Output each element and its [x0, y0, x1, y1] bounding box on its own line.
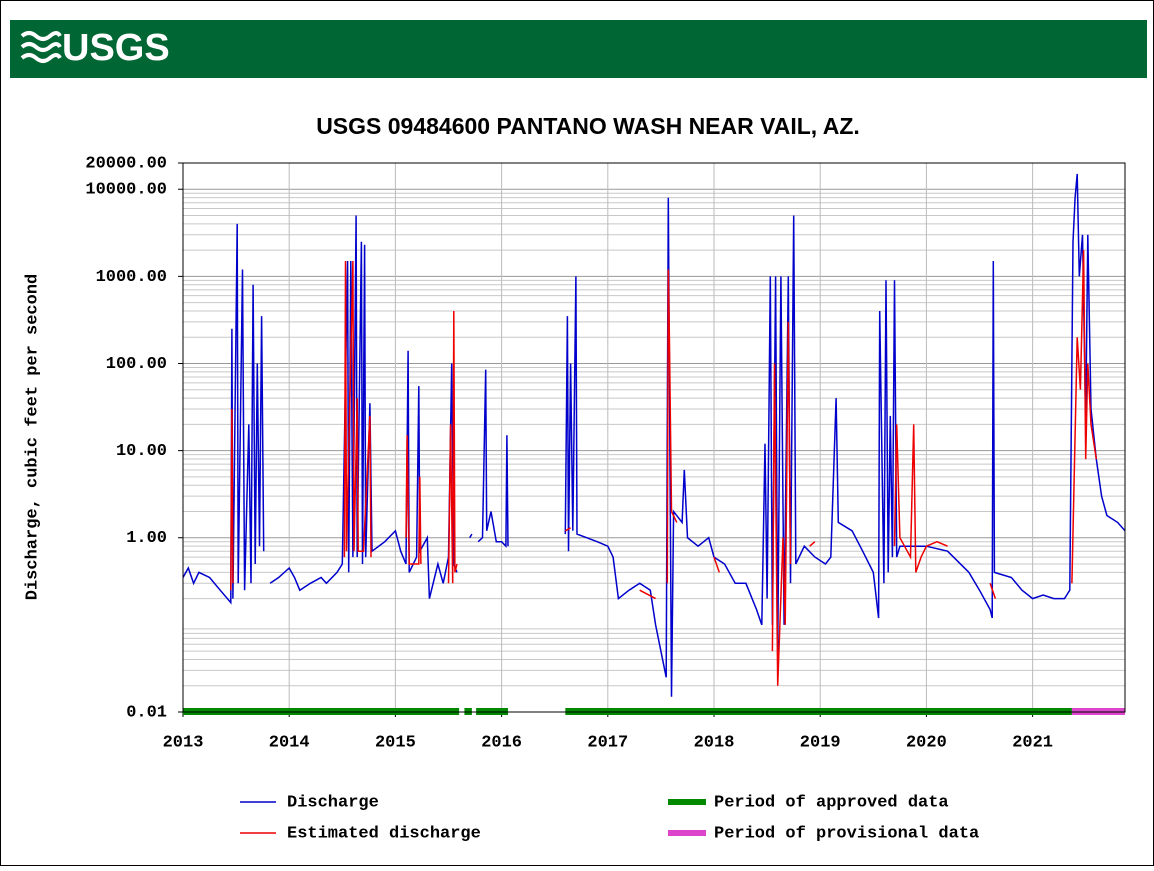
x-tick-label: 2015 — [375, 733, 416, 752]
x-tick-label: 2020 — [906, 733, 947, 752]
y-tick-label: 1.00 — [126, 529, 167, 548]
series-line — [182, 173, 1126, 697]
chart-title: USGS 09484600 PANTANO WASH NEAR VAIL, AZ… — [316, 113, 860, 139]
y-tick-label: 20000.00 — [85, 154, 167, 173]
x-tick-label: 2021 — [1012, 733, 1053, 752]
plot-frame — [182, 162, 1126, 713]
legend-label: Period of approved data — [714, 793, 949, 812]
legend-label: Estimated discharge — [287, 824, 481, 843]
y-tick-label: 100.00 — [106, 355, 167, 374]
x-tick-label: 2018 — [694, 733, 735, 752]
x-tick-label: 2016 — [481, 733, 522, 752]
x-tick-label: 2017 — [587, 733, 628, 752]
y-tick-label: 1000.00 — [96, 268, 167, 287]
y-tick-label: 0.01 — [126, 703, 167, 722]
y-tick-label: 10.00 — [116, 442, 167, 461]
x-tick-label: 2013 — [163, 733, 204, 752]
series-line — [230, 250, 1098, 686]
header-bar — [10, 20, 1147, 78]
x-tick-label: 2019 — [800, 733, 841, 752]
logo-text: USGS — [62, 27, 170, 69]
legend-label: Discharge — [287, 793, 379, 812]
y-tick-label: 10000.00 — [85, 181, 167, 200]
legend-label: Period of provisional data — [714, 824, 979, 843]
plot-area — [183, 163, 1125, 712]
x-tick-label: 2014 — [269, 733, 310, 752]
y-axis-label: Discharge, cubic feet per second — [23, 274, 42, 600]
logo-waves — [20, 31, 62, 63]
